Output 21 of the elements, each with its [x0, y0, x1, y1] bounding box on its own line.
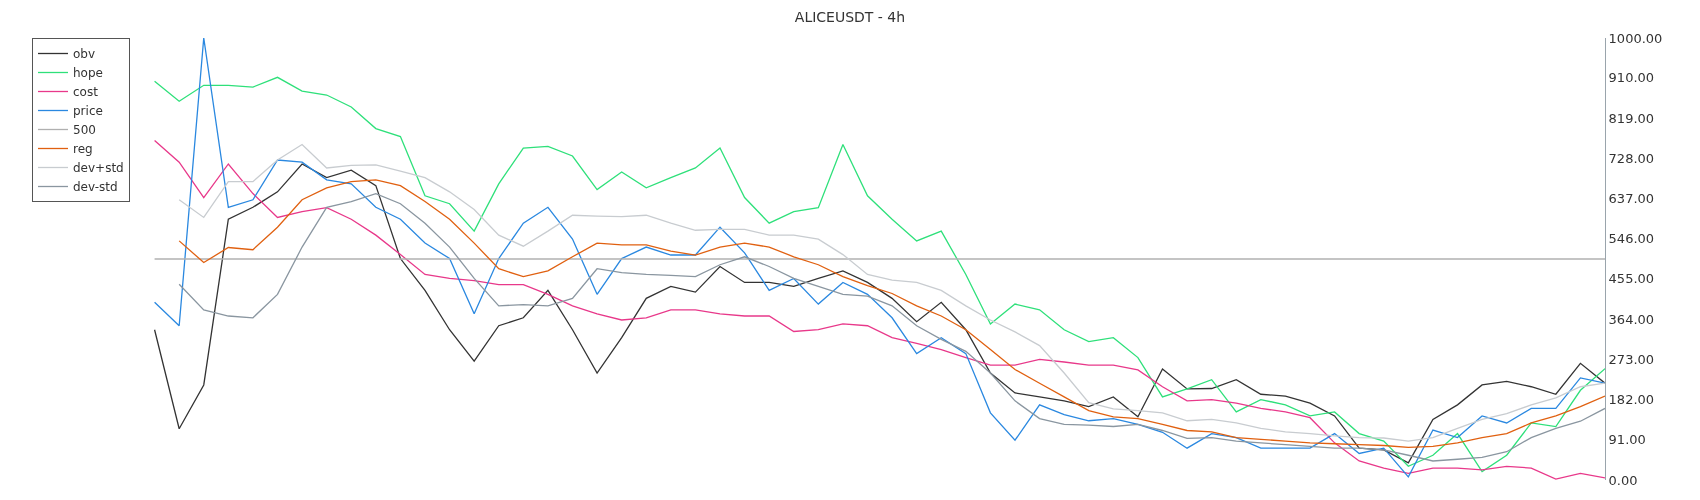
chart-title: ALICEUSDT - 4h	[794, 9, 906, 26]
y-tick-label: 91.00	[1608, 432, 1646, 448]
y-tick-label: 273.00	[1608, 351, 1655, 367]
y-tick-label: 182.00	[1608, 392, 1655, 408]
legend-label: 500	[73, 123, 96, 138]
y-tick-label: 910.00	[1608, 70, 1655, 86]
legend-label: obv	[73, 47, 96, 62]
legend-label: price	[73, 104, 103, 119]
y-tick-label: 819.00	[1608, 110, 1655, 126]
legend-label: reg	[73, 142, 93, 157]
y-tick-label: 364.00	[1608, 311, 1655, 327]
legend-label: cost	[73, 85, 99, 100]
y-tick-label: 1000.00	[1608, 30, 1663, 46]
y-tick-label: 728.00	[1608, 150, 1655, 166]
legend-label: dev-std	[73, 180, 118, 195]
legend-label: hope	[73, 66, 103, 81]
y-tick-label: 637.00	[1608, 191, 1655, 206]
y-tick-label: 455.00	[1608, 271, 1655, 287]
y-tick-label: 546.00	[1608, 231, 1655, 247]
y-tick-label: 0.00	[1608, 472, 1638, 488]
legend-label: dev+std	[73, 161, 124, 176]
